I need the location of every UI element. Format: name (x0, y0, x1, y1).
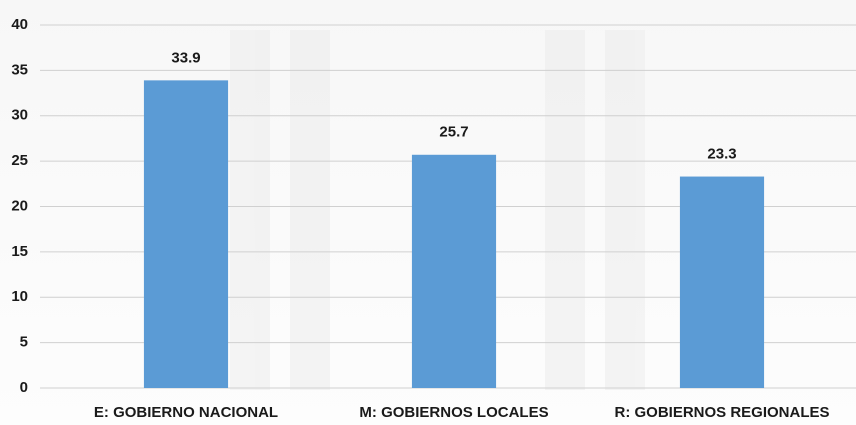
y-tick-label: 0 (20, 379, 28, 396)
y-tick-label: 10 (11, 288, 28, 305)
y-tick-label: 15 (11, 243, 28, 260)
y-tick-label: 30 (11, 107, 28, 124)
bar (411, 154, 497, 388)
data-label: 25.7 (439, 124, 468, 141)
y-tick-label: 25 (11, 152, 28, 169)
bar (679, 176, 765, 388)
x-tick-label: M: GOBIERNOS LOCALES (359, 404, 548, 421)
bar (143, 80, 229, 389)
y-tick-label: 5 (20, 334, 28, 351)
x-tick-label: R: GOBIERNOS REGIONALES (614, 404, 829, 421)
data-label: 33.9 (171, 49, 200, 66)
background-columns (230, 30, 645, 390)
y-tick-label: 40 (11, 16, 28, 33)
y-tick-label: 20 (11, 197, 28, 214)
y-tick-label: 35 (11, 61, 28, 78)
data-label: 23.3 (707, 146, 736, 163)
x-tick-label: E: GOBIERNO NACIONAL (94, 404, 278, 421)
